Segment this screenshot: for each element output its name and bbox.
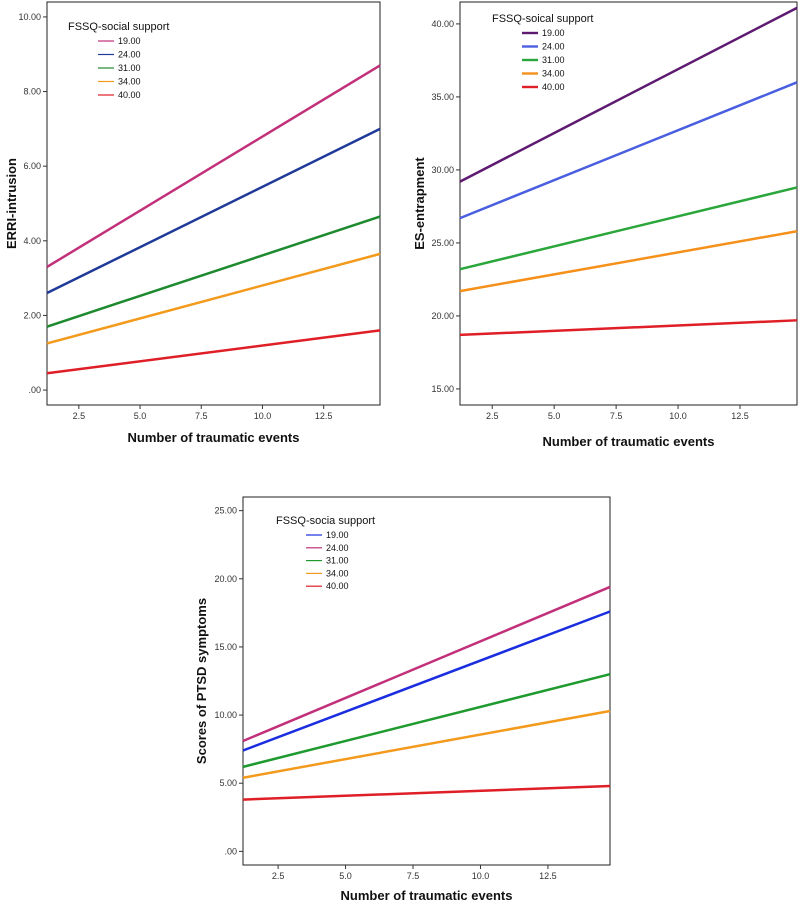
series-line-34.00 — [46, 252, 381, 345]
legend: FSSQ-socia support 19.00 24.00 31.00 34.00 40… — [276, 515, 375, 591]
legend-entry-label: 40.00 — [542, 82, 565, 92]
series-line-19.00 — [46, 64, 381, 269]
y-tick-label: 25.00 — [214, 506, 237, 516]
x-tick-label: 5.0 — [134, 411, 147, 421]
y-tick-label: 35.00 — [431, 92, 454, 102]
legend-title: FSSQ-soical support — [492, 13, 593, 25]
x-tick-label: 2.5 — [486, 411, 499, 421]
y-tick-label: 20.00 — [431, 311, 454, 321]
series-line-40.00 — [459, 319, 798, 337]
series-line-31.00 — [46, 215, 381, 328]
legend: FSSQ-social support 19.00 24.00 31.00 34.00 4… — [68, 21, 169, 100]
series-line-40.00 — [242, 784, 611, 801]
y-axis-label: ERRI-intrusion — [4, 158, 19, 249]
plot-frame — [459, 1, 798, 406]
x-tick-label: 2.5 — [272, 871, 285, 881]
y-tick-label: .00 — [224, 846, 237, 856]
y-tick-label: 15.00 — [214, 642, 237, 652]
legend-entry-label: 19.00 — [326, 530, 349, 540]
chart-panel-3: .00 5.00 10.00 15.00 20.00 25.00 2.5 5.0 7.5 10.0… — [194, 496, 611, 903]
y-tick-label: 25.00 — [431, 238, 454, 248]
series-line-24.00 — [242, 585, 611, 743]
x-axis-label: Number of traumatic events — [543, 434, 715, 449]
legend-entry-label: 31.00 — [118, 63, 141, 73]
x-tick-label: 12.5 — [315, 411, 333, 421]
series-line-34.00 — [242, 709, 611, 780]
y-tick-label: 10.00 — [214, 710, 237, 720]
legend-entry-label: 24.00 — [326, 543, 349, 553]
legend-entry-label: 19.00 — [542, 28, 565, 38]
y-axis-label: ES-entrapment — [412, 157, 427, 250]
legend-entry-label: 24.00 — [542, 42, 565, 52]
y-tick-label: 40.00 — [431, 19, 454, 29]
y-tick-label: 2.00 — [23, 310, 41, 320]
x-tick-label: 12.5 — [539, 871, 557, 881]
y-tick-label: 5.00 — [219, 778, 237, 788]
x-tick-label: 5.0 — [339, 871, 352, 881]
y-axis-label: Scores of PTSD symptoms — [194, 598, 209, 764]
chart-panel-1: .00 2.00 4.00 6.00 8.00 10.00 2.5 5.0 7.5 10.0 12.… — [4, 1, 381, 445]
legend-entry-label: 19.00 — [118, 36, 141, 46]
y-tick-label: 30.00 — [431, 165, 454, 175]
legend: FSSQ-soical support 19.00 24.00 31.00 34.00 4… — [492, 13, 593, 92]
y-tick-label: 20.00 — [214, 574, 237, 584]
y-tick-label: 15.00 — [431, 384, 454, 394]
legend-title: FSSQ-social support — [68, 21, 169, 33]
legend-entry-label: 40.00 — [118, 90, 141, 100]
series-line-19.00 — [459, 6, 798, 183]
y-tick-label: 8.00 — [23, 87, 41, 97]
plot-frame — [46, 1, 381, 406]
x-tick-label: 12.5 — [731, 411, 749, 421]
y-tick-label: 6.00 — [23, 161, 41, 171]
legend-entry-label: 34.00 — [326, 568, 349, 578]
series-line-24.00 — [459, 81, 798, 220]
x-axis-label: Number of traumatic events — [128, 430, 300, 445]
series-line-40.00 — [46, 329, 381, 375]
x-tick-label: 7.5 — [407, 871, 420, 881]
legend-entry-label: 31.00 — [326, 556, 349, 566]
chart-panel-2: 15.00 20.00 25.00 30.00 35.00 40.00 2.5 5.0 7.5 1… — [412, 1, 798, 449]
y-tick-label: .00 — [28, 385, 41, 395]
legend-entry-label: 34.00 — [542, 69, 565, 79]
series-line-34.00 — [459, 230, 798, 293]
legend-title: FSSQ-socia support — [276, 515, 375, 527]
y-tick-label: 4.00 — [23, 236, 41, 246]
series-line-19.00 — [242, 610, 611, 752]
series-line-24.00 — [46, 127, 381, 295]
x-tick-label: 7.5 — [195, 411, 208, 421]
x-tick-label: 5.0 — [548, 411, 561, 421]
x-tick-label: 10.0 — [472, 871, 490, 881]
x-tick-label: 2.5 — [73, 411, 86, 421]
x-tick-label: 7.5 — [610, 411, 623, 421]
x-axis-label: Number of traumatic events — [341, 888, 513, 903]
legend-entry-label: 34.00 — [118, 77, 141, 87]
series-line-31.00 — [242, 672, 611, 769]
x-tick-label: 10.0 — [669, 411, 687, 421]
legend-entry-label: 24.00 — [118, 50, 141, 60]
x-tick-label: 10.0 — [254, 411, 272, 421]
legend-entry-label: 31.00 — [542, 55, 565, 65]
series-line-31.00 — [459, 186, 798, 271]
y-tick-label: 10.00 — [18, 12, 41, 22]
legend-entry-label: 40.00 — [326, 581, 349, 591]
